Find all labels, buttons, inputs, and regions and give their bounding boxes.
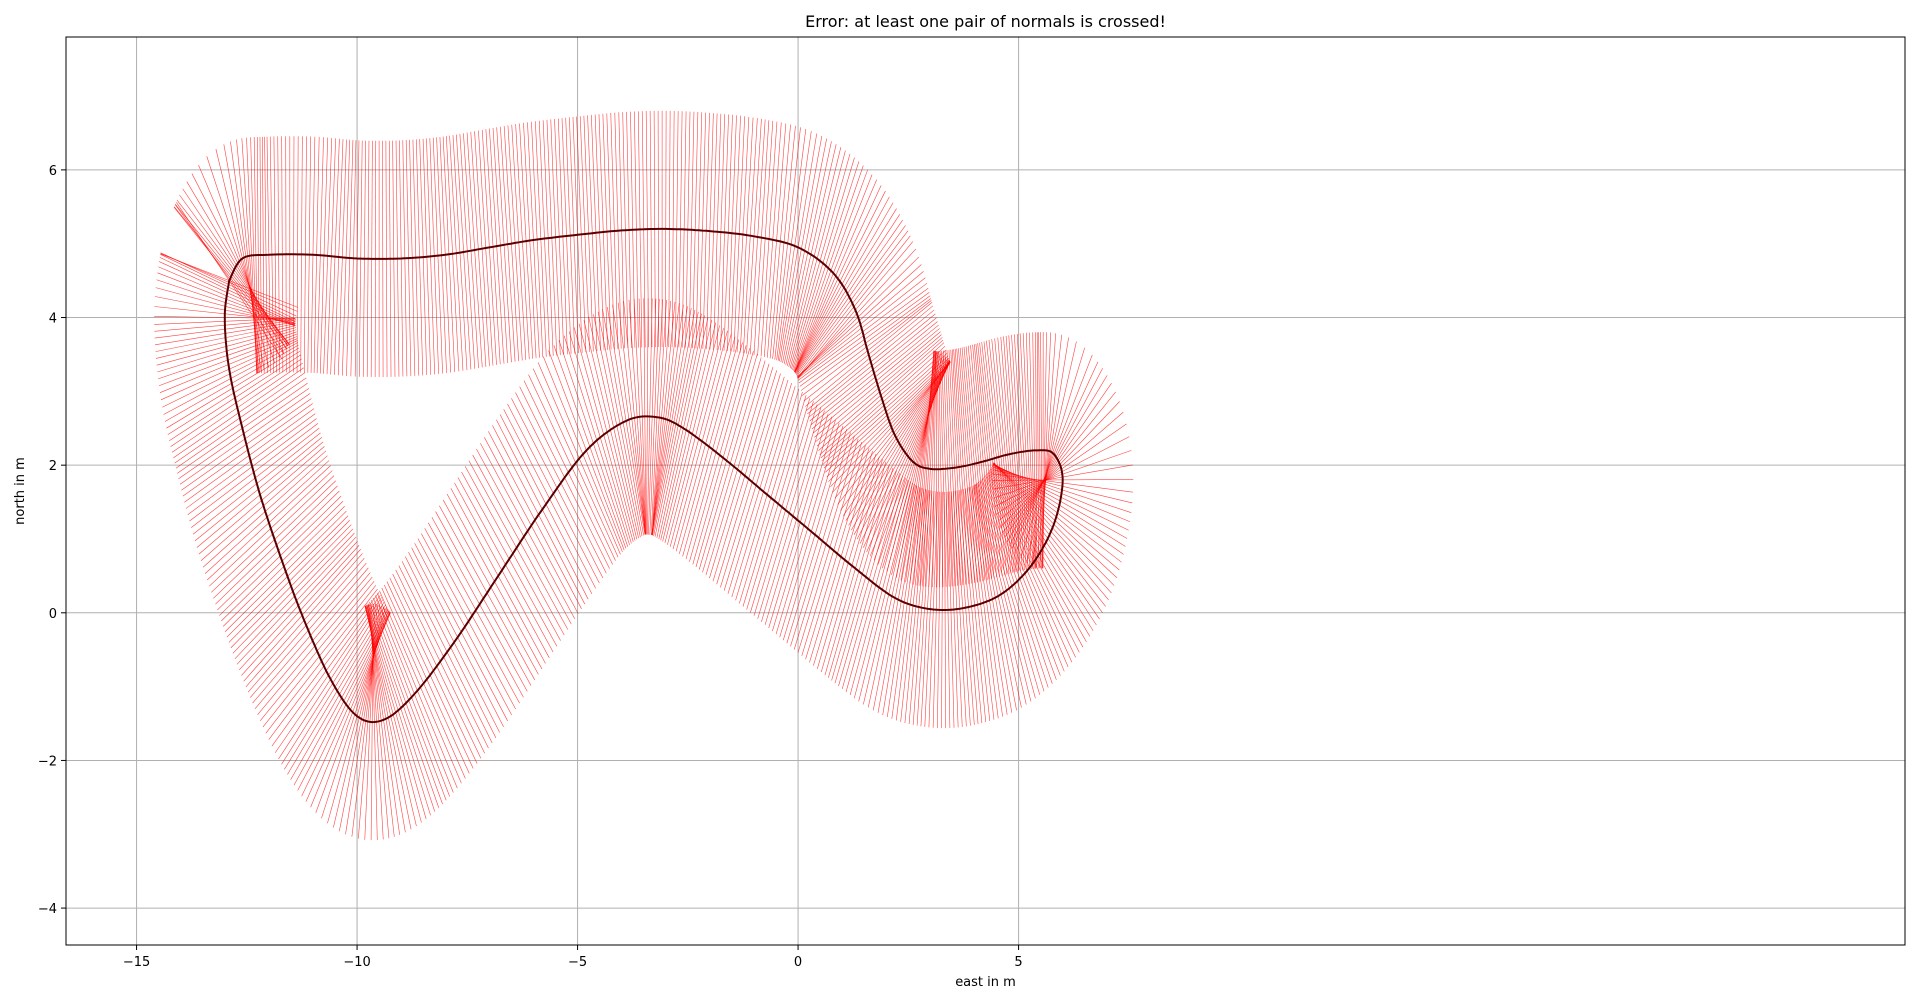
grid-layer (66, 37, 1905, 945)
x-tick-label: 5 (1014, 955, 1022, 970)
y-tick-label: 4 (49, 312, 57, 327)
x-tick-label: −10 (343, 955, 370, 970)
ticks-layer: −15 −10 −5 0 5 −4 −2 0 2 4 6 (38, 164, 1023, 970)
x-axis-label: east in m (955, 975, 1016, 990)
track-layer (223, 227, 1064, 724)
y-tick-label: 2 (49, 459, 57, 474)
y-axis-label: north in m (13, 457, 28, 525)
x-tick-label: 0 (794, 955, 802, 970)
y-tick-label: −4 (38, 902, 57, 917)
y-tick-label: −2 (38, 754, 57, 769)
plot-frame (65, 36, 1906, 946)
x-tick-label: −5 (568, 955, 587, 970)
chart-title: Error: at least one pair of normals is c… (805, 12, 1166, 31)
y-tick-label: 0 (49, 607, 57, 622)
x-tick-label: −15 (123, 955, 150, 970)
y-tick-label: 6 (49, 164, 57, 179)
track-centerline (223, 227, 1064, 724)
